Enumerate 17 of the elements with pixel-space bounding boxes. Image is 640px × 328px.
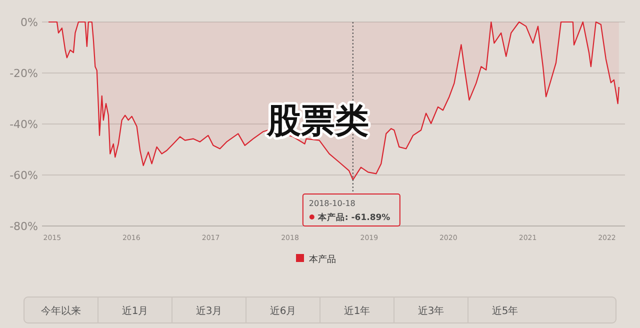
text: 今年以来 — [41, 305, 81, 317]
y-tick-label: -20% — [10, 67, 38, 80]
ref-line-label: 2018-10-18 — [308, 199, 356, 208]
legend-label: 本产品 — [309, 254, 336, 265]
picture-tooltip: 2018-10-18 本产品: -61.89% — [302, 194, 400, 226]
annotation: 本产品: -61.89% — [316, 212, 391, 223]
text: 近6月 — [270, 305, 296, 317]
y-tick-label: -80% — [10, 220, 38, 233]
text: 近5年 — [492, 305, 518, 317]
y-tick-label: -60% — [10, 169, 38, 182]
annotation: 股票类 — [266, 101, 369, 141]
text: 近1年 — [344, 305, 370, 317]
y-tick-label: 0% — [20, 16, 38, 29]
text: 近3年 — [418, 305, 444, 317]
text: 近3月 — [196, 305, 222, 317]
y-tick-label: -40% — [10, 118, 38, 131]
text: 近1月 — [122, 305, 148, 317]
